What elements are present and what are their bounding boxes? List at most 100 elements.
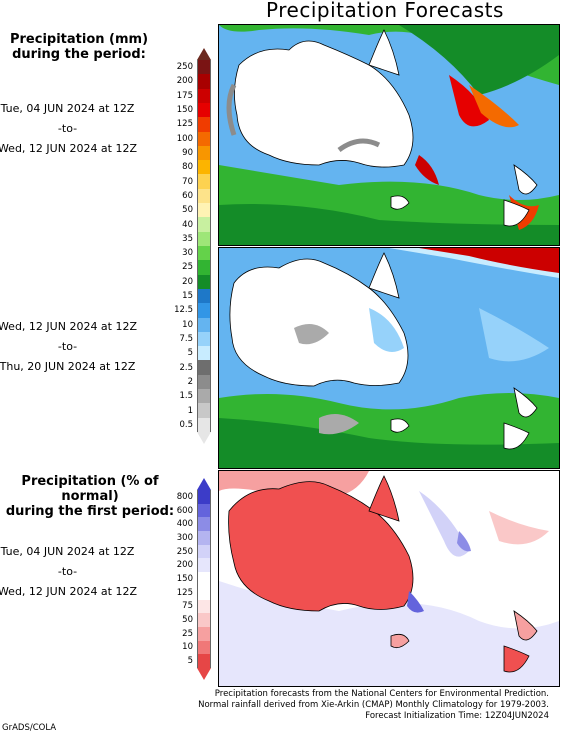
colorbar-segment: [197, 74, 211, 90]
period-2-to: -to-: [57, 340, 78, 353]
colorbar-segment: [197, 374, 211, 390]
footer-line-2: Normal rainfall derived from Xie-Arkin (…: [198, 700, 549, 710]
precip-pct-colorbar: [197, 478, 211, 680]
colorbar-tick-label: 2.5: [179, 362, 193, 373]
colorbar-segment: [197, 246, 211, 261]
colorbar-bottom-arrow: [197, 668, 211, 680]
colorbar-tick-label: 400: [176, 519, 193, 530]
colorbar-segment: [197, 102, 211, 118]
colorbar-tick-label: 250: [176, 62, 193, 73]
colorbar-segment: [197, 288, 211, 304]
map-period-2: [218, 247, 560, 469]
period-1-label: Tue, 04 JUN 2024 at 12Z -to- Wed, 12 JUN…: [0, 102, 165, 155]
legend2-header-line1: Precipitation (% of normal): [21, 474, 159, 504]
map-percent-of-normal: [218, 470, 560, 687]
colorbar-segment: [197, 490, 211, 505]
colorbar-segment: [197, 274, 211, 290]
colorbar-tick-label: 80: [182, 162, 193, 173]
colorbar-segment: [197, 260, 211, 276]
colorbar-tick-label: 100: [176, 133, 193, 144]
colorbar-tick-label: 800: [176, 491, 193, 502]
colorbar-tick-label: 150: [176, 574, 193, 584]
page-title: Precipitation Forecasts: [266, 0, 504, 22]
colorbar-tick-label: 25: [182, 628, 193, 639]
period-1-start: Tue, 04 JUN 2024 at 12Z: [0, 102, 135, 115]
colorbar-tick-label: 10: [182, 642, 193, 653]
colorbar-tick-label: 10: [182, 319, 193, 330]
colorbar-segment: [197, 572, 211, 587]
colorbar-tick-label: 250: [176, 546, 193, 557]
colorbar-segment: [197, 417, 211, 433]
colorbar-top-arrow: [197, 478, 211, 490]
colorbar-segment: [197, 544, 211, 559]
credit-label: GrADS/COLA: [2, 723, 57, 733]
colorbar-tick-label: 20: [182, 276, 193, 287]
precip-mm-colorbar: [197, 48, 211, 444]
colorbar-segment: [197, 531, 211, 546]
colorbar-segment: [197, 654, 211, 669]
colorbar-bottom-arrow: [197, 432, 211, 444]
colorbar-tick-label: 5: [187, 348, 193, 359]
colorbar-segment: [197, 626, 211, 642]
colorbar-segment: [197, 346, 211, 361]
colorbar-segment: [197, 517, 211, 532]
period-2-start: Wed, 12 JUN 2024 at 12Z: [0, 320, 138, 333]
colorbar-segment: [197, 217, 211, 233]
colorbar-tick-label: 2: [187, 376, 193, 387]
colorbar-tick-label: 300: [176, 532, 193, 543]
colorbar-segment: [197, 131, 211, 147]
map-period-1: [218, 24, 560, 246]
legend-header-mm: Precipitation (mm) during the period:: [4, 32, 154, 62]
colorbar-top-arrow: [197, 48, 211, 60]
colorbar-segment: [197, 117, 211, 133]
colorbar-tick-label: 70: [182, 176, 193, 187]
colorbar-tick-label: 0.5: [179, 419, 193, 430]
colorbar-tick-label: 60: [182, 190, 193, 201]
period-1-to: -to-: [57, 122, 78, 135]
colorbar-tick-label: 5: [187, 656, 193, 667]
colorbar-segment: [197, 303, 211, 319]
period-3-start: Tue, 04 JUN 2024 at 12Z: [0, 545, 135, 558]
colorbar-tick-label: 7.5: [179, 334, 193, 344]
colorbar-tick-label: 75: [182, 601, 193, 612]
period-2-end: Thu, 20 JUN 2024 at 12Z: [0, 360, 136, 373]
colorbar-segment: [197, 88, 211, 104]
colorbar-segment: [197, 231, 211, 247]
colorbar-segment: [197, 203, 211, 218]
legend2-header-line2: during the first period:: [5, 504, 175, 519]
colorbar-tick-label: 30: [182, 248, 193, 259]
colorbar-segment: [197, 585, 211, 601]
colorbar-tick-label: 90: [182, 148, 193, 158]
colorbar-segment: [197, 145, 211, 161]
colorbar-tick-label: 600: [176, 505, 193, 516]
colorbar-tick-label: 15: [182, 291, 193, 302]
colorbar-tick-label: 25: [182, 262, 193, 273]
colorbar-segment: [197, 503, 211, 518]
colorbar-segment: [197, 331, 211, 347]
footer-notes: Precipitation forecasts from the Nationa…: [129, 689, 549, 722]
period-3-label: Tue, 04 JUN 2024 at 12Z -to- Wed, 12 JUN…: [0, 545, 165, 598]
period-2-label: Wed, 12 JUN 2024 at 12Z -to- Thu, 20 JUN…: [0, 320, 165, 373]
period-1-end: Wed, 12 JUN 2024 at 12Z: [0, 142, 138, 155]
colorbar-segment: [197, 317, 211, 333]
colorbar-tick-label: 1.5: [179, 391, 193, 402]
colorbar-segment: [197, 389, 211, 404]
colorbar-tick-label: 40: [182, 219, 193, 230]
colorbar-tick-label: 125: [176, 587, 193, 598]
colorbar-tick-label: 150: [176, 105, 193, 116]
colorbar-segment: [197, 60, 211, 75]
colorbar-segment: [197, 403, 211, 419]
legend-header-pct: Precipitation (% of normal) during the f…: [0, 474, 180, 519]
colorbar-segment: [197, 160, 211, 175]
colorbar-tick-label: 50: [182, 205, 193, 216]
colorbar-segment: [197, 360, 211, 376]
legend-header-line1: Precipitation (mm): [9, 32, 149, 47]
legend-header-line2: during the period:: [12, 47, 146, 62]
colorbar-segment: [197, 558, 211, 573]
colorbar-tick-label: 1: [187, 405, 193, 416]
colorbar-segment: [197, 174, 211, 190]
colorbar-segment: [197, 640, 211, 655]
footer-line-3: Forecast Initialization Time: 12Z04JUN20…: [365, 711, 549, 721]
colorbar-tick-label: 200: [176, 76, 193, 87]
colorbar-tick-label: 175: [176, 90, 193, 101]
